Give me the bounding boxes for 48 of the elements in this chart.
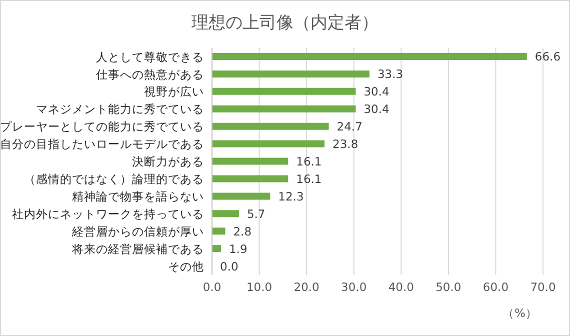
y-tick-label: 自分の目指したいロールモデルである bbox=[0, 137, 204, 152]
x-tick-label: 20.0 bbox=[294, 280, 320, 294]
y-tick-label: 将来の経営層候補である bbox=[71, 242, 204, 256]
x-tick-label: 60.0 bbox=[482, 280, 509, 294]
y-tick-label: 社内外にネットワークを持っている bbox=[12, 206, 204, 221]
x-axis-title: （%） bbox=[502, 306, 538, 320]
x-tick-label: 50.0 bbox=[436, 280, 462, 294]
y-tick-label: プレーヤーとしての能力に秀でている bbox=[0, 120, 204, 134]
bar bbox=[212, 175, 288, 182]
bar bbox=[212, 210, 239, 218]
y-tick-label: 決断力がある bbox=[132, 154, 204, 169]
y-tick-label: 経営層からの信頼が厚い bbox=[71, 224, 204, 238]
chart-title: 理想の上司像（内定者） bbox=[190, 12, 380, 34]
data-label: 16.1 bbox=[296, 154, 322, 168]
bar bbox=[212, 53, 527, 60]
bar bbox=[212, 228, 226, 235]
y-tick-label: 視野が広い bbox=[144, 84, 204, 99]
bar bbox=[212, 70, 370, 78]
x-tick-label: 30.0 bbox=[341, 280, 367, 294]
y-tick-label: （感情的ではなく）論理的である bbox=[24, 172, 204, 186]
data-label: 23.8 bbox=[332, 137, 358, 152]
y-tick-label: 人として尊敬できる bbox=[96, 50, 204, 64]
data-label: 24.7 bbox=[336, 120, 362, 134]
y-tick-label: 仕事への熱意がある bbox=[95, 67, 204, 82]
y-tick-label: その他 bbox=[168, 259, 204, 274]
bar bbox=[212, 192, 270, 200]
x-tick-label: 40.0 bbox=[388, 280, 414, 294]
data-label: 2.8 bbox=[233, 224, 252, 238]
x-tick-label: 0.0 bbox=[202, 280, 222, 294]
bar bbox=[212, 105, 356, 112]
bar bbox=[212, 122, 329, 130]
x-tick-label: 70.0 bbox=[530, 280, 556, 294]
x-tick-label: 10.0 bbox=[246, 280, 272, 294]
data-label: 16.1 bbox=[296, 172, 322, 186]
data-label: 0.0 bbox=[220, 259, 238, 274]
bar bbox=[212, 158, 288, 165]
data-label: 30.4 bbox=[364, 102, 390, 116]
data-label: 33.3 bbox=[377, 67, 404, 82]
data-label: 1.9 bbox=[228, 242, 248, 256]
y-tick-label: マネジメント能力に秀でている bbox=[36, 102, 204, 116]
data-label: 66.6 bbox=[534, 50, 561, 64]
bar bbox=[212, 245, 221, 252]
bar bbox=[212, 140, 325, 148]
bar bbox=[212, 88, 356, 95]
y-tick-label: 精神論で物事を語らない bbox=[72, 190, 204, 204]
data-label: 30.4 bbox=[364, 84, 390, 99]
data-label: 12.3 bbox=[278, 189, 304, 204]
data-label: 5.7 bbox=[246, 206, 266, 221]
